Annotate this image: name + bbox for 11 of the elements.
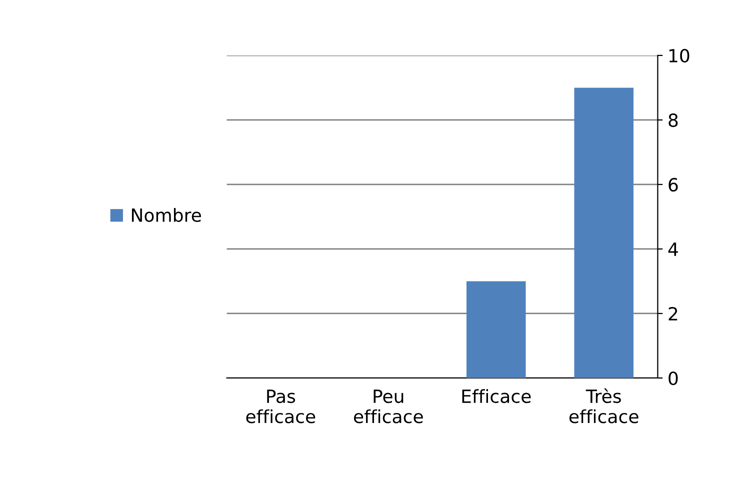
x-tick-label: Pas efficace <box>246 390 316 424</box>
x-tick-label: Efficace <box>462 389 531 404</box>
y-tick-label: 8 <box>668 113 678 128</box>
x-tick-label: Peu efficace <box>354 390 423 424</box>
y-tick-label: 6 <box>668 178 678 192</box>
y-tick-label: 10 <box>669 48 690 63</box>
x-tick-label: Très efficace <box>569 388 638 424</box>
y-tick-label: 0 <box>668 371 678 386</box>
y-tick-label: 4 <box>668 242 678 256</box>
y-tick-label: 2 <box>668 306 678 320</box>
legend-label: Nombre <box>132 208 201 222</box>
